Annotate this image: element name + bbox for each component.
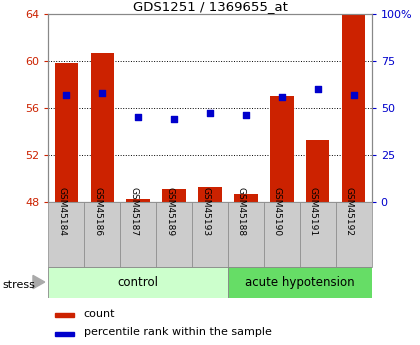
Text: GSM45189: GSM45189 <box>165 187 174 236</box>
Bar <box>126 199 150 202</box>
Point <box>63 92 70 97</box>
Bar <box>84 202 120 267</box>
Text: count: count <box>84 309 116 319</box>
Point <box>207 111 213 116</box>
Text: GSM45191: GSM45191 <box>309 187 318 236</box>
Bar <box>48 202 84 267</box>
Polygon shape <box>33 275 45 289</box>
Bar <box>55 313 74 317</box>
Bar <box>55 332 74 336</box>
Bar <box>156 202 192 267</box>
Bar <box>342 14 365 202</box>
Bar <box>192 202 228 267</box>
Bar <box>228 202 264 267</box>
Bar <box>228 267 372 298</box>
Bar <box>91 52 114 202</box>
Text: GSM45184: GSM45184 <box>57 187 66 236</box>
Point <box>315 86 321 92</box>
Point <box>99 90 105 96</box>
Point <box>350 92 357 97</box>
Bar <box>55 63 78 202</box>
Text: GSM45187: GSM45187 <box>129 187 138 236</box>
Text: percentile rank within the sample: percentile rank within the sample <box>84 327 272 337</box>
Text: GSM45192: GSM45192 <box>345 187 354 236</box>
Title: GDS1251 / 1369655_at: GDS1251 / 1369655_at <box>133 0 287 13</box>
Text: GSM45193: GSM45193 <box>201 187 210 236</box>
Bar <box>264 202 300 267</box>
Bar <box>234 194 257 202</box>
Text: acute hypotension: acute hypotension <box>245 276 354 289</box>
Bar <box>120 202 156 267</box>
Bar <box>306 139 329 202</box>
Point <box>171 116 177 122</box>
Text: stress: stress <box>2 280 35 289</box>
Bar <box>48 267 228 298</box>
Text: control: control <box>118 276 159 289</box>
Text: GSM45186: GSM45186 <box>93 187 102 236</box>
Text: GSM45188: GSM45188 <box>237 187 246 236</box>
Point <box>135 115 142 120</box>
Point <box>278 94 285 99</box>
Bar <box>300 202 336 267</box>
Bar <box>163 189 186 202</box>
Bar <box>270 96 294 202</box>
Point <box>243 112 249 118</box>
Bar <box>198 187 222 202</box>
Text: GSM45190: GSM45190 <box>273 187 282 236</box>
Bar <box>336 202 372 267</box>
